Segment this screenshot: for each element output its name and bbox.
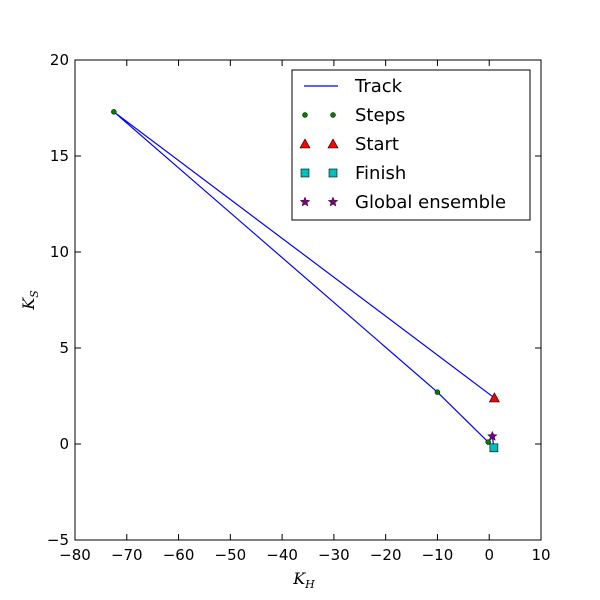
x-tick-label: 0 bbox=[484, 546, 494, 564]
x-axis-label-sub: H bbox=[304, 578, 315, 591]
legend-global-ensemble-marker-b bbox=[327, 196, 339, 207]
y-tick-label: 5 bbox=[59, 339, 69, 357]
series-start-point-0 bbox=[488, 392, 500, 403]
y-tick-label: 10 bbox=[50, 243, 69, 261]
x-tick-label: −80 bbox=[59, 546, 91, 564]
x-axis-label: KH bbox=[292, 569, 315, 591]
legend-global-ensemble-label: Global ensemble bbox=[355, 192, 506, 213]
plot-frame bbox=[74, 59, 542, 541]
legend-track-label: Track bbox=[354, 76, 403, 97]
x-tick-label: 10 bbox=[531, 546, 550, 564]
y-axis-label-sub: S bbox=[28, 290, 41, 298]
legend-steps-marker-b bbox=[330, 112, 336, 118]
series-steps-point-0 bbox=[111, 109, 117, 115]
legend-finish-marker-b bbox=[328, 168, 338, 178]
legend-finish-marker-a bbox=[300, 168, 310, 178]
x-tick-label: −20 bbox=[370, 546, 402, 564]
legend-steps-label: Steps bbox=[355, 105, 405, 126]
series-steps-point-2 bbox=[485, 439, 491, 445]
x-tick-label: −60 bbox=[163, 546, 195, 564]
legend-global-ensemble-marker-a bbox=[299, 196, 311, 207]
legend-steps-marker-a bbox=[302, 112, 308, 118]
x-tick-label: −40 bbox=[266, 546, 298, 564]
legend: Track Steps Start Finish Global ensemble bbox=[291, 69, 531, 221]
y-tick-label: −5 bbox=[47, 531, 69, 549]
y-tick-label: 20 bbox=[50, 51, 69, 69]
y-tick-label: 0 bbox=[59, 435, 69, 453]
series-finish-point-0 bbox=[489, 443, 499, 453]
x-tick-label: −70 bbox=[111, 546, 143, 564]
x-tick-label: −50 bbox=[215, 546, 247, 564]
series-steps-point-1 bbox=[434, 389, 441, 395]
series-global-ensemble-point-0 bbox=[487, 430, 498, 441]
y-axis-label: KS bbox=[19, 290, 41, 311]
legend-start-marker-a bbox=[299, 138, 311, 149]
legend-start-label: Start bbox=[355, 134, 399, 155]
data-layer bbox=[111, 109, 500, 453]
y-axis-label-main: K bbox=[19, 297, 38, 311]
x-axis-label-main: K bbox=[292, 569, 306, 588]
y-tick-label: 15 bbox=[50, 147, 69, 165]
x-tick-label: −10 bbox=[422, 546, 454, 564]
legend-start-marker-b bbox=[327, 138, 339, 149]
legend-finish-label: Finish bbox=[355, 163, 406, 184]
x-tick-label: −30 bbox=[318, 546, 350, 564]
